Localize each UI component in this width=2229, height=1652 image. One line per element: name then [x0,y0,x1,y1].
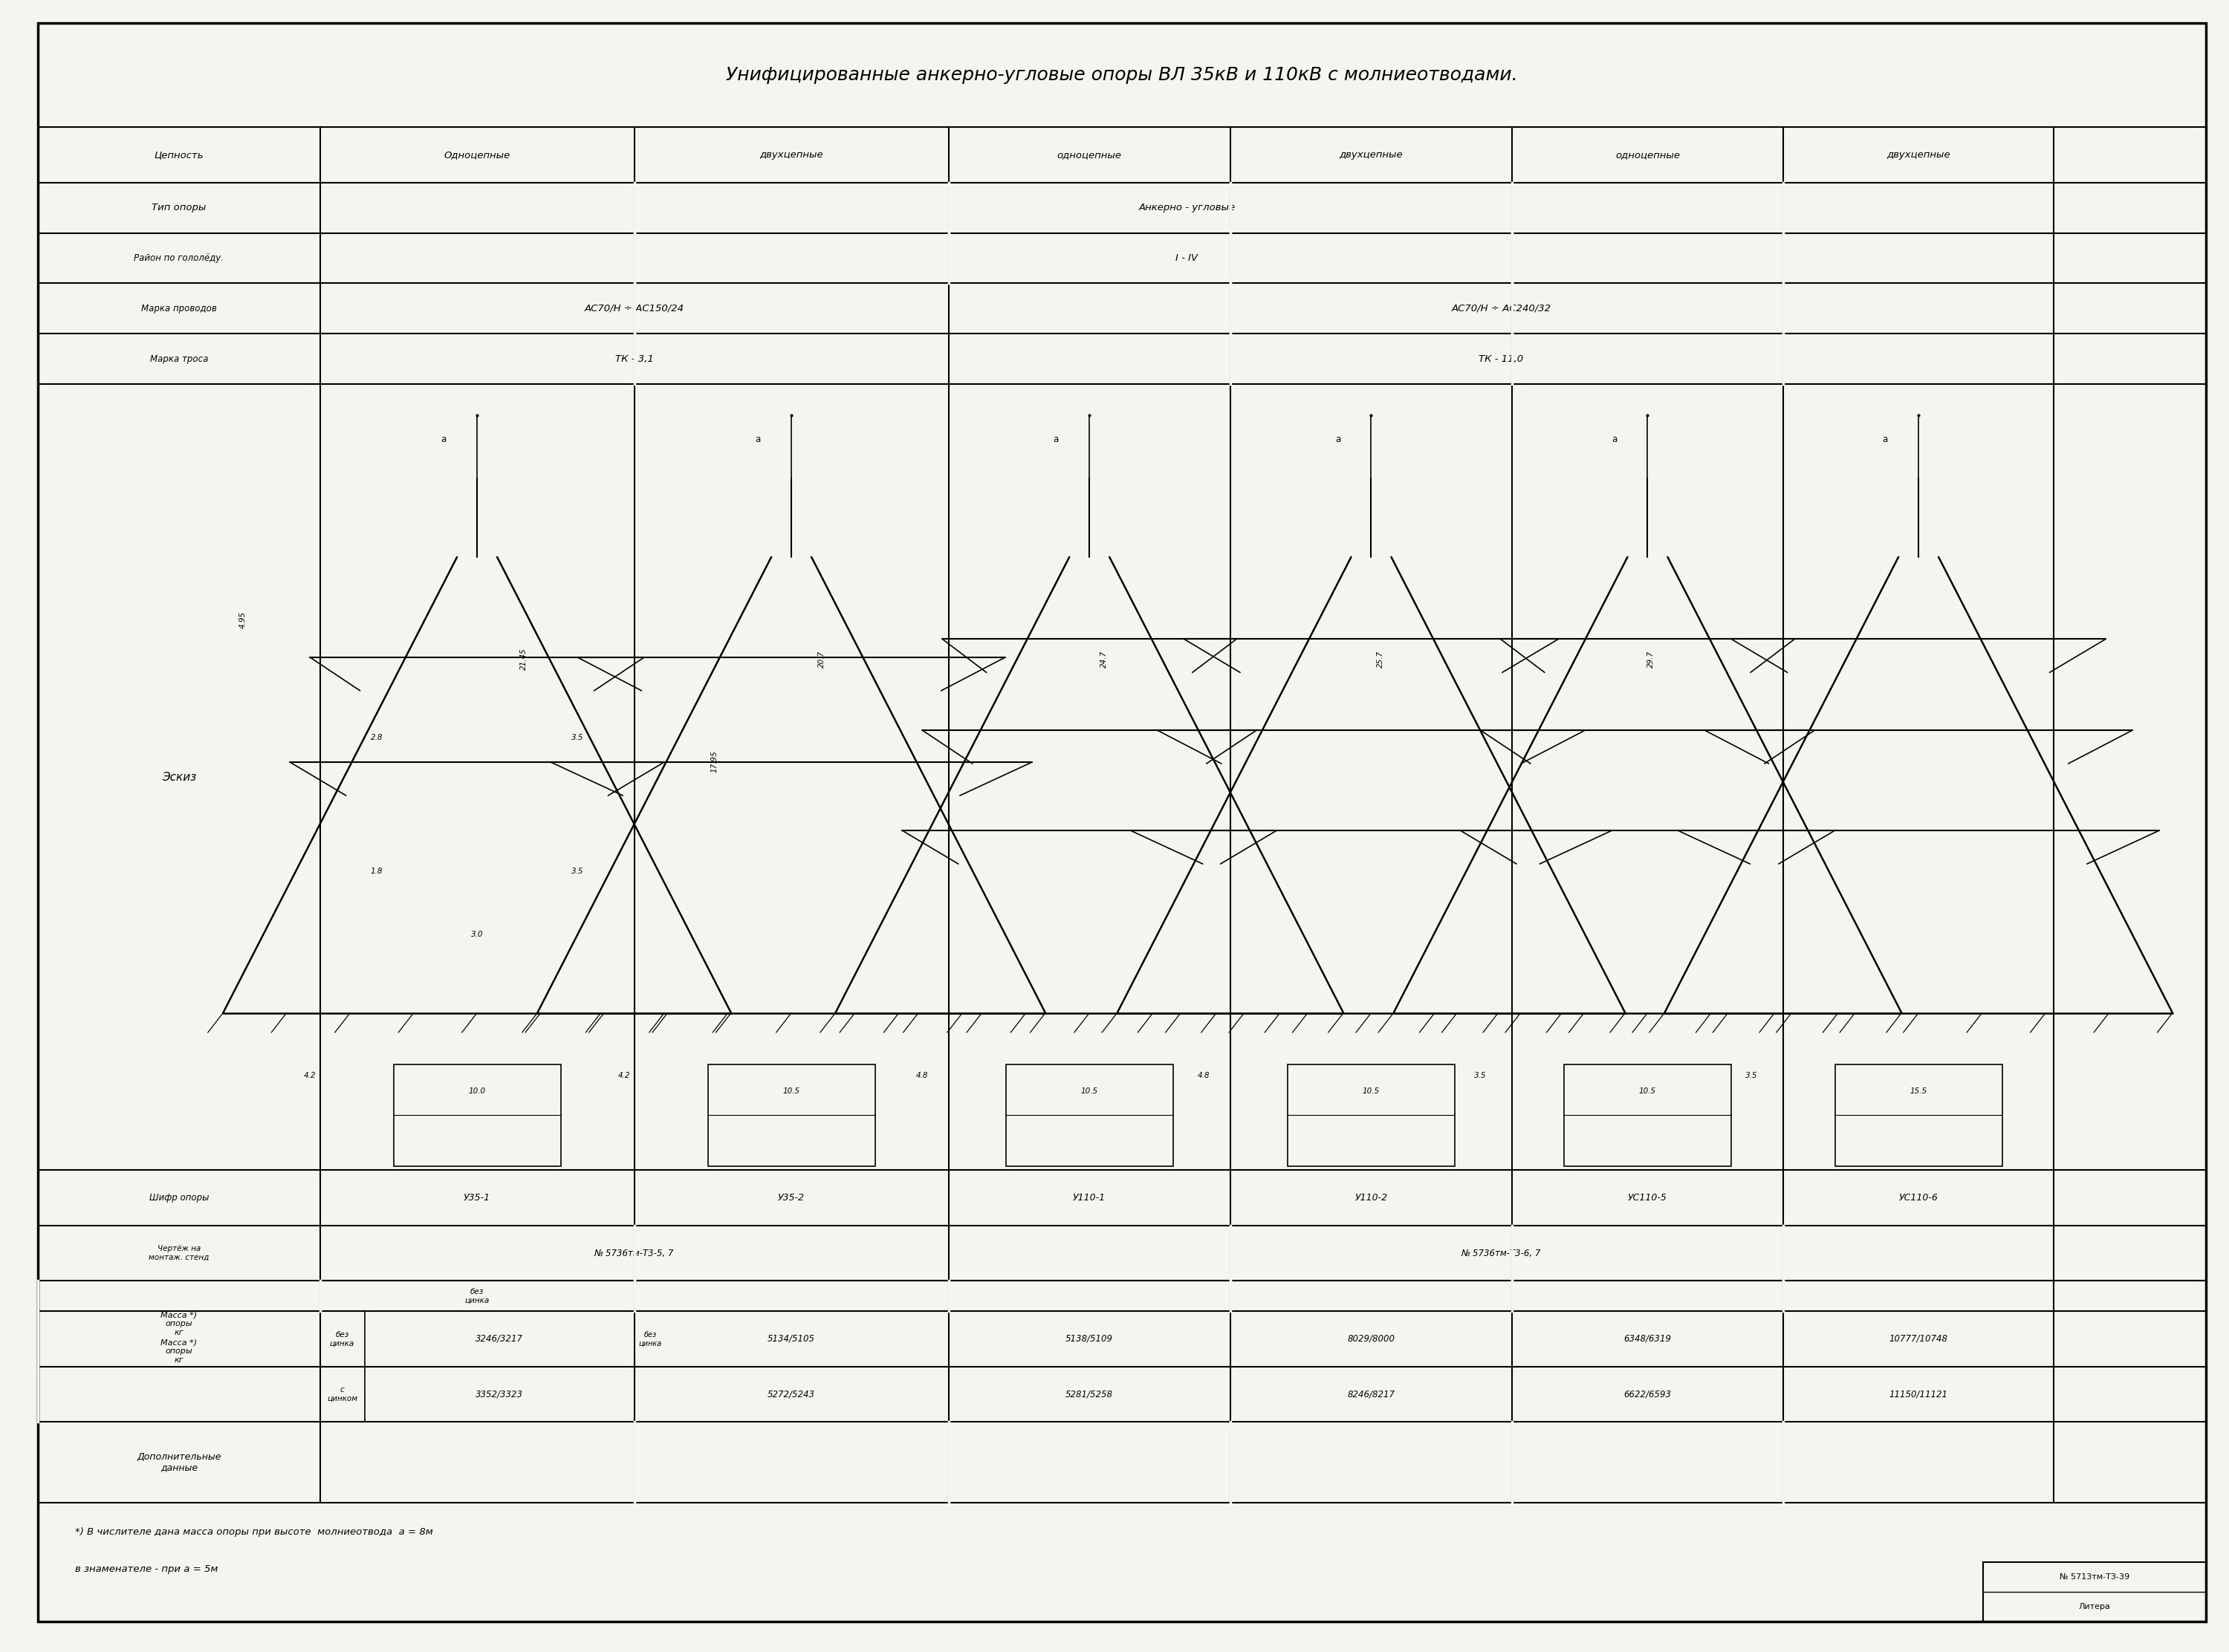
Text: двухцепные: двухцепные [1340,150,1402,160]
Text: без
цинка: без цинка [637,1332,662,1346]
Text: 4.2: 4.2 [303,1072,317,1079]
Text: одноцепные: одноцепные [1057,150,1121,160]
Text: Масса *)
опоры
кг: Масса *) опоры кг [160,1340,198,1365]
Text: № 5713тм-ТЗ-39: № 5713тм-ТЗ-39 [2060,1573,2129,1581]
Text: 24.7: 24.7 [1101,651,1108,667]
Text: a: a [1881,434,1888,444]
Text: Марка проводов: Марка проводов [140,304,216,314]
Text: ТК - 11,0: ТК - 11,0 [1478,354,1525,363]
Text: Одноцепные: Одноцепные [444,150,510,160]
Text: Цепность: Цепность [154,150,203,160]
Text: Литера: Литера [2077,1602,2111,1611]
Text: 5272/5243: 5272/5243 [767,1389,816,1399]
Text: ТК - 3,1: ТК - 3,1 [615,354,653,363]
Text: *) В числителе дана масса опоры при высоте  молниеотвода  а = 8м: *) В числителе дана масса опоры при высо… [76,1528,432,1536]
Text: Дополнительные
данные: Дополнительные данные [136,1452,221,1472]
Text: УС110-6: УС110-6 [1899,1193,1939,1203]
Bar [1005,1064,1172,1166]
Text: Масса *)
опоры
кг: Масса *) опоры кг [160,1312,198,1336]
Text: 4.8: 4.8 [1197,1072,1210,1079]
Text: Анкерно - угловые: Анкерно - угловые [1139,203,1235,213]
Text: с
цинком: с цинком [328,1386,357,1403]
Text: 25.7: 25.7 [1378,651,1384,667]
Text: I - IV: I - IV [1175,253,1199,263]
Text: У35-2: У35-2 [778,1193,805,1203]
Text: 4.2: 4.2 [617,1072,631,1079]
Text: Район по гололёду.: Район по гололёду. [134,253,223,263]
Text: Тип опоры: Тип опоры [152,203,207,213]
Text: двухцепные: двухцепные [1886,150,1950,160]
Text: 5281/5258: 5281/5258 [1065,1389,1112,1399]
Text: У35-1: У35-1 [464,1193,490,1203]
Text: 3246/3217: 3246/3217 [475,1335,524,1343]
Text: 10777/10748: 10777/10748 [1890,1335,1948,1343]
Text: 3.5: 3.5 [571,867,584,876]
Text: 10.5: 10.5 [1638,1087,1656,1095]
Text: У110-2: У110-2 [1355,1193,1389,1203]
Bar [395,1064,562,1166]
Text: 3.0: 3.0 [470,930,484,938]
Text: Шифр опоры: Шифр опоры [149,1193,210,1203]
Text: 1.8: 1.8 [370,867,383,876]
Text: 10.5: 10.5 [782,1087,800,1095]
Text: 3.5: 3.5 [1473,1072,1487,1079]
Text: Эскиз: Эскиз [163,771,196,783]
Text: 8029/8000: 8029/8000 [1346,1335,1395,1343]
Text: двухцепные: двухцепные [760,150,823,160]
Text: № 5736тм-Т3-5, 7: № 5736тм-Т3-5, 7 [595,1249,673,1259]
Text: одноцепные: одноцепные [1616,150,1681,160]
Text: № 5736тм-Т3-6, 7: № 5736тм-Т3-6, 7 [1462,1249,1540,1259]
Text: АС70/Н ÷ АС150/24: АС70/Н ÷ АС150/24 [584,304,684,314]
Text: a: a [441,434,446,444]
Text: 17.95: 17.95 [711,750,718,773]
Text: УС110-5: УС110-5 [1627,1193,1667,1203]
Text: a: a [1612,434,1616,444]
Bar [709,1064,876,1166]
Text: 5138/5109: 5138/5109 [1065,1335,1112,1343]
Text: Чертёж на
монтаж. стенд: Чертёж на монтаж. стенд [149,1246,210,1260]
Text: a: a [756,434,760,444]
Bar [1834,1064,2002,1166]
Text: 4.95: 4.95 [239,611,247,628]
Text: У110-1: У110-1 [1072,1193,1106,1203]
Text: АС70/Н ÷ АС240/32: АС70/Н ÷ АС240/32 [1451,304,1551,314]
Text: 10.5: 10.5 [1362,1087,1380,1095]
Bar [1565,1064,1732,1166]
Text: 10.0: 10.0 [468,1087,486,1095]
Text: 29.7: 29.7 [1647,651,1654,667]
Text: 2.8: 2.8 [370,733,383,742]
Text: 20.7: 20.7 [818,651,825,667]
Bar [1288,1064,1456,1166]
Text: 5134/5105: 5134/5105 [767,1335,816,1343]
Text: 8246/8217: 8246/8217 [1346,1389,1395,1399]
Text: a: a [1054,434,1059,444]
Text: без
цинка: без цинка [464,1289,490,1303]
Text: a: a [1335,434,1340,444]
Text: 3.5: 3.5 [571,733,584,742]
Text: 4.8: 4.8 [916,1072,929,1079]
Text: 6348/6319: 6348/6319 [1623,1335,1672,1343]
Text: 6622/6593: 6622/6593 [1623,1389,1672,1399]
Text: без
цинка: без цинка [330,1332,354,1346]
Text: 11150/11121: 11150/11121 [1890,1389,1948,1399]
Text: Унифицированные анкерно-угловые опоры ВЛ 35кВ и 110кВ с молниеотводами.: Унифицированные анкерно-угловые опоры ВЛ… [727,66,1518,84]
Text: 15.5: 15.5 [1910,1087,1928,1095]
Text: 3352/3323: 3352/3323 [475,1389,524,1399]
Bar [1984,1561,2207,1621]
Text: в знаменателе - при а = 5м: в знаменателе - при а = 5м [76,1564,218,1574]
Text: 21.45: 21.45 [519,648,528,671]
Text: Марка троса: Марка троса [149,354,207,363]
Text: 10.5: 10.5 [1081,1087,1099,1095]
Text: 3.5: 3.5 [1745,1072,1756,1079]
